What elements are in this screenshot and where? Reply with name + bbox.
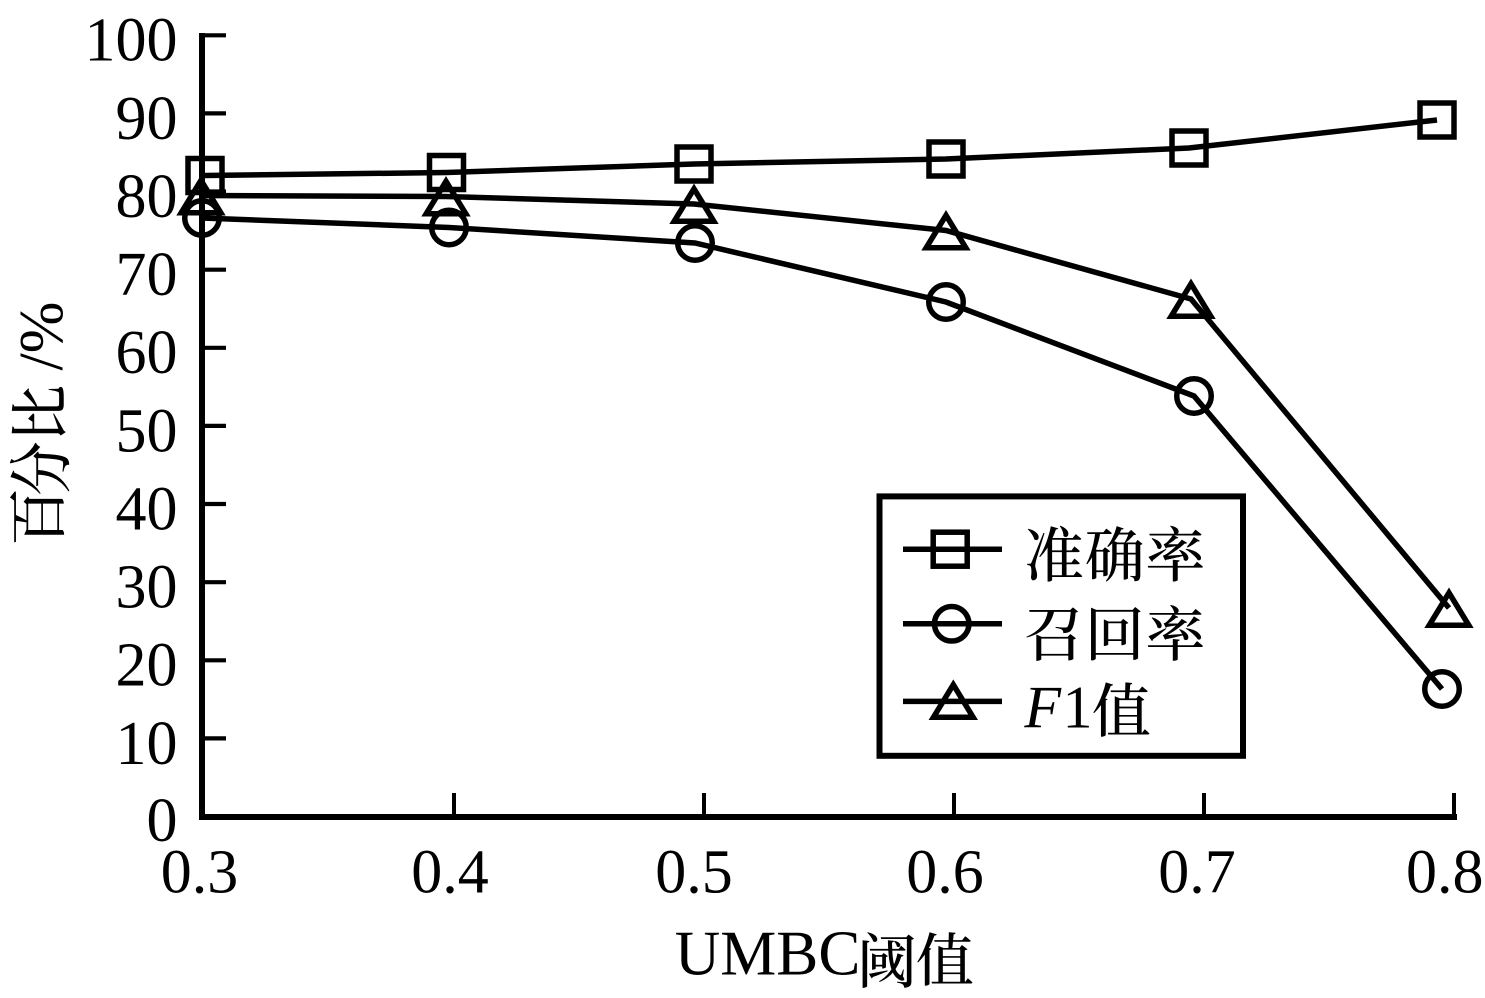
svg-text:0.8: 0.8 xyxy=(1406,838,1484,906)
svg-text:F: F xyxy=(1023,675,1062,741)
svg-text:0: 0 xyxy=(147,787,178,855)
svg-text:0.6: 0.6 xyxy=(906,838,984,906)
svg-text:UMBC: UMBC xyxy=(675,919,861,989)
svg-text:40: 40 xyxy=(116,475,178,543)
svg-text:0.4: 0.4 xyxy=(411,838,489,906)
svg-text:/%: /% xyxy=(8,302,76,371)
svg-text:100: 100 xyxy=(85,7,178,75)
svg-text:20: 20 xyxy=(116,632,178,700)
svg-text:1: 1 xyxy=(1063,675,1093,741)
svg-text:50: 50 xyxy=(116,397,178,465)
svg-text:0.7: 0.7 xyxy=(1158,838,1236,906)
svg-text:0.3: 0.3 xyxy=(161,838,239,906)
svg-text:80: 80 xyxy=(116,163,178,231)
svg-text:0.5: 0.5 xyxy=(655,838,733,906)
svg-text:30: 30 xyxy=(116,554,178,622)
svg-text:70: 70 xyxy=(116,241,178,309)
svg-text:90: 90 xyxy=(116,85,178,153)
svg-text:10: 10 xyxy=(116,710,178,778)
svg-text:60: 60 xyxy=(116,319,178,387)
